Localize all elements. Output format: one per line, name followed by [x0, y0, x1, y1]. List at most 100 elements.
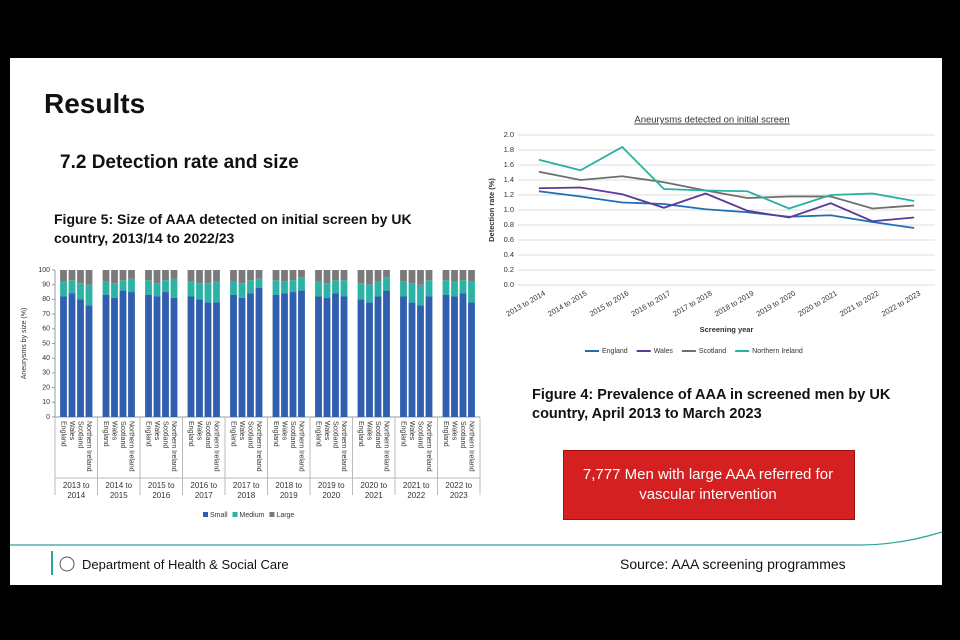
y-axis-label: Aneurysms by size (%) [21, 308, 28, 380]
legend-swatch [203, 512, 208, 517]
x-tick-label: Northern Ireland [298, 421, 305, 472]
bar-segment [187, 281, 195, 297]
bar-segment [204, 270, 212, 284]
bar-segment [374, 281, 382, 297]
bar-segment [272, 280, 280, 295]
y-axis-label: Detection rate (%) [487, 178, 496, 242]
bar-segment [298, 277, 305, 291]
bar-segment [213, 281, 220, 303]
x-tick-label: Wales [111, 421, 118, 441]
x-tick-label: England [187, 421, 194, 447]
bar-segment [272, 294, 280, 417]
legend-label: Medium [240, 512, 265, 519]
bar-segment [247, 280, 254, 294]
y-tick-label: 1.8 [504, 145, 514, 154]
x-tick-label: 2022 to 2023 [880, 289, 922, 319]
legend-label: England [602, 348, 628, 355]
x-tick-label: 2017 to 2018 [671, 289, 713, 319]
bar-segment [170, 278, 178, 298]
bar-segment [230, 294, 237, 417]
x-tick-label: England [357, 421, 364, 447]
bar-segment [459, 270, 467, 281]
bar-segment [400, 270, 407, 282]
y-tick-label: 80 [42, 296, 50, 303]
x-tick-label: 2019 to 2020 [755, 289, 797, 319]
y-tick-label: 50 [42, 340, 50, 347]
x-tick-label: 2015 to 2016 [588, 289, 630, 319]
x-tick-label: Scotland [162, 421, 169, 448]
bar-segment [170, 297, 178, 417]
group-label: 2021 to 2022 [402, 481, 430, 500]
footer-source: Source: AAA screening programmes [620, 556, 846, 572]
bar-segment [68, 280, 76, 294]
bar-segment [425, 270, 433, 281]
bar-segment [213, 270, 220, 282]
x-tick-label: Scotland [204, 421, 211, 448]
x-tick-label: Northern Ireland [340, 421, 347, 472]
y-tick-label: 0 [46, 414, 50, 421]
y-tick-label: 1.6 [504, 160, 514, 169]
bar-segment [153, 296, 161, 417]
x-tick-label: Wales [451, 421, 458, 441]
y-tick-label: 70 [42, 311, 50, 318]
bar-segment [340, 280, 348, 297]
bar-segment [315, 270, 322, 282]
callout-text: 7,777 Men with large AAA referred for va… [582, 466, 834, 503]
legend-swatch [232, 512, 238, 517]
y-tick-label: 0.6 [504, 235, 514, 244]
bar-segment [357, 270, 365, 284]
bar-segment [119, 290, 127, 417]
bar-segment [255, 278, 263, 288]
bar-segment [111, 297, 118, 417]
y-tick-label: 20 [42, 384, 50, 391]
bar-segment [187, 270, 195, 282]
x-tick-label: Scotland [459, 421, 466, 448]
legend-label: Northern Ireland [752, 348, 803, 355]
bar-segment [128, 292, 135, 417]
group-label: 2020 to 2021 [360, 481, 388, 500]
x-tick-label: England [442, 421, 449, 447]
bar-segment [323, 283, 331, 298]
bar-segment [162, 270, 169, 281]
bar-segment [111, 270, 118, 284]
bar-segment [442, 270, 450, 281]
x-tick-label: Scotland [119, 421, 126, 448]
bar-segment [196, 283, 203, 300]
x-tick-label: Scotland [247, 421, 254, 448]
x-tick-label: Wales [408, 421, 415, 441]
bar-segment [374, 270, 382, 282]
bar-segment [85, 270, 93, 285]
y-tick-label: 40 [42, 355, 50, 362]
bar-segment [425, 280, 433, 297]
bar-segment [187, 296, 195, 417]
bar-segment [119, 280, 127, 291]
bar-segment [196, 299, 203, 417]
x-tick-label: 2020 to 2021 [796, 289, 838, 319]
bar-segment [102, 270, 110, 282]
callout-box [563, 450, 855, 520]
bar-segment [340, 270, 348, 281]
bar-segment [145, 280, 152, 295]
x-tick-label: Scotland [417, 421, 424, 448]
bar-segment [383, 270, 390, 278]
bar-segment [145, 270, 152, 281]
group-label: 2016 to 2017 [190, 481, 218, 500]
bar-segment [298, 290, 305, 417]
x-tick-label: England [400, 421, 407, 447]
group-label: 2022 to 2023 [445, 481, 473, 500]
line-series [538, 186, 915, 223]
bar-segment [442, 280, 450, 295]
x-tick-label: Scotland [289, 421, 296, 448]
y-tick-label: 0.8 [504, 220, 514, 229]
bar-segment [77, 283, 84, 300]
line-series [538, 190, 915, 229]
slide-title: Results [44, 88, 146, 119]
bar-segment [451, 270, 458, 282]
group-label: 2017 to 2018 [232, 481, 260, 500]
x-tick-label: Northern Ireland [128, 421, 135, 472]
y-tick-label: 60 [42, 326, 50, 333]
bar-segment [374, 296, 382, 417]
bar-segment [281, 281, 288, 294]
x-tick-label: Northern Ireland [468, 421, 475, 472]
